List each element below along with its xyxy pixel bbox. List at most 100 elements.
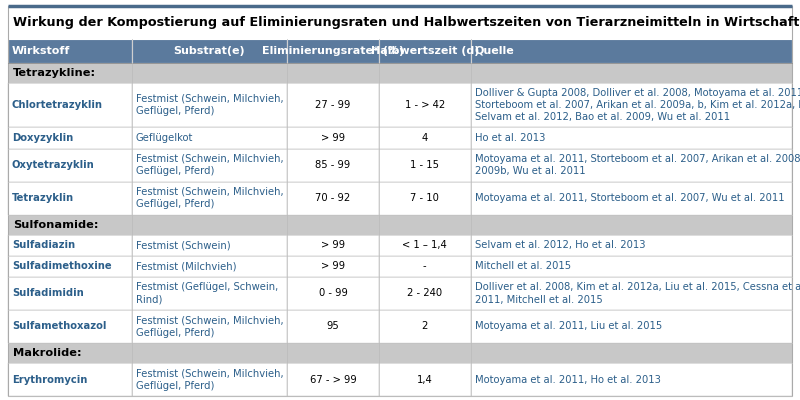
Bar [379,148,470,182]
Bar [132,39,287,62]
Text: Dolliver et al. 2008, Kim et al. 2012a, Liu et al. 2015, Cessna et al.
2011, Mit: Dolliver et al. 2008, Kim et al. 2012a, … [474,282,800,305]
Text: 85 - 99: 85 - 99 [315,160,350,170]
Text: 1,4: 1,4 [417,374,433,384]
Bar [379,182,470,214]
Bar [8,343,792,363]
Text: 2 - 240: 2 - 240 [407,288,442,298]
Text: Festmist (Schwein, Milchvieh,
Geflügel, Pferd): Festmist (Schwein, Milchvieh, Geflügel, … [136,315,283,338]
Text: Ho et al. 2013: Ho et al. 2013 [474,133,545,143]
Text: Erythromycin: Erythromycin [12,374,87,384]
Bar [8,148,132,182]
Bar [8,6,792,39]
Bar [8,363,132,396]
Bar [8,127,132,148]
Bar [379,234,470,256]
Bar [132,82,287,127]
Bar [8,82,132,127]
Bar [8,39,132,62]
Text: > 99: > 99 [321,133,345,143]
Text: 95: 95 [326,322,339,332]
Bar [8,234,132,256]
Bar [470,234,792,256]
Text: Wirkung der Kompostierung auf Eliminierungsraten und Halbwertszeiten von Tierarz: Wirkung der Kompostierung auf Eliminieru… [13,16,800,29]
Bar [470,39,792,62]
Text: Wirkstoff: Wirkstoff [12,46,70,56]
Bar [287,363,379,396]
Bar [8,256,132,277]
Bar [287,82,379,127]
Bar [287,39,379,62]
Bar [132,277,287,310]
Bar [379,363,470,396]
Bar [470,277,792,310]
Text: Sulfadimidin: Sulfadimidin [12,288,84,298]
Text: -: - [423,261,426,271]
Bar [8,182,132,214]
Text: Festmist (Schwein, Milchvieh,
Geflügel, Pferd): Festmist (Schwein, Milchvieh, Geflügel, … [136,94,283,116]
Text: Festmist (Schwein, Milchvieh,
Geflügel, Pferd): Festmist (Schwein, Milchvieh, Geflügel, … [136,154,283,176]
Bar [132,310,287,343]
Bar [132,182,287,214]
Bar [8,310,132,343]
Text: < 1 – 1,4: < 1 – 1,4 [402,240,447,250]
Text: Quelle: Quelle [474,46,514,56]
Bar [132,256,287,277]
Bar [470,127,792,148]
Bar [470,182,792,214]
Text: Festmist (Milchvieh): Festmist (Milchvieh) [136,261,236,271]
Bar [287,234,379,256]
Text: Sulfadiazin: Sulfadiazin [12,240,75,250]
Text: Tetrazyklin: Tetrazyklin [12,193,74,203]
Text: 2: 2 [422,322,428,332]
Text: Festmist (Schwein): Festmist (Schwein) [136,240,230,250]
Bar [379,256,470,277]
Bar [470,256,792,277]
Text: 70 - 92: 70 - 92 [315,193,350,203]
Bar [132,148,287,182]
Text: Festmist (Schwein, Milchvieh,
Geflügel, Pferd): Festmist (Schwein, Milchvieh, Geflügel, … [136,368,283,391]
Bar [470,82,792,127]
Text: 7 - 10: 7 - 10 [410,193,439,203]
Bar [132,234,287,256]
Text: Festmist (Schwein, Milchvieh,
Geflügel, Pferd): Festmist (Schwein, Milchvieh, Geflügel, … [136,187,283,209]
Text: Makrolide:: Makrolide: [13,348,82,358]
Bar [287,277,379,310]
Bar [132,363,287,396]
Bar [8,214,792,234]
Text: Motoyama et al. 2011, Storteboom et al. 2007, Wu et al. 2011: Motoyama et al. 2011, Storteboom et al. … [474,193,784,203]
Text: Doxyzyklin: Doxyzyklin [12,133,74,143]
Text: Substrat(e): Substrat(e) [174,46,246,56]
Bar [379,310,470,343]
Bar [287,256,379,277]
Text: Eliminierungsrate* (%): Eliminierungsrate* (%) [262,46,404,56]
Text: Sulfonamide:: Sulfonamide: [13,220,98,230]
Text: Sulfadimethoxine: Sulfadimethoxine [12,261,112,271]
Bar [287,148,379,182]
Bar [470,363,792,396]
Text: Geflügelkot: Geflügelkot [136,133,194,143]
Text: Dolliver & Gupta 2008, Dolliver et al. 2008, Motoyama et al. 2011,
Storteboom et: Dolliver & Gupta 2008, Dolliver et al. 2… [474,88,800,122]
Bar [287,182,379,214]
Bar [470,148,792,182]
Text: Mitchell et al. 2015: Mitchell et al. 2015 [474,261,570,271]
Text: Tetrazykline:: Tetrazykline: [13,68,96,78]
Text: > 99: > 99 [321,261,345,271]
Text: Halbwertszeit (d): Halbwertszeit (d) [370,46,479,56]
Text: Selvam et al. 2012, Ho et al. 2013: Selvam et al. 2012, Ho et al. 2013 [474,240,645,250]
Text: Motoyama et al. 2011, Ho et al. 2013: Motoyama et al. 2011, Ho et al. 2013 [474,374,661,384]
Text: Sulfamethoxazol: Sulfamethoxazol [12,322,106,332]
Text: 1 - 15: 1 - 15 [410,160,439,170]
Text: 0 - 99: 0 - 99 [318,288,347,298]
Text: > 99: > 99 [321,240,345,250]
Bar [8,62,792,82]
Text: 67 - > 99: 67 - > 99 [310,374,356,384]
Text: 27 - 99: 27 - 99 [315,100,350,110]
Text: 1 - > 42: 1 - > 42 [405,100,445,110]
Bar [8,277,132,310]
Bar [379,277,470,310]
Bar [470,310,792,343]
Text: Oxytetrazyklin: Oxytetrazyklin [12,160,94,170]
Bar [379,39,470,62]
Bar [379,127,470,148]
Bar [132,127,287,148]
